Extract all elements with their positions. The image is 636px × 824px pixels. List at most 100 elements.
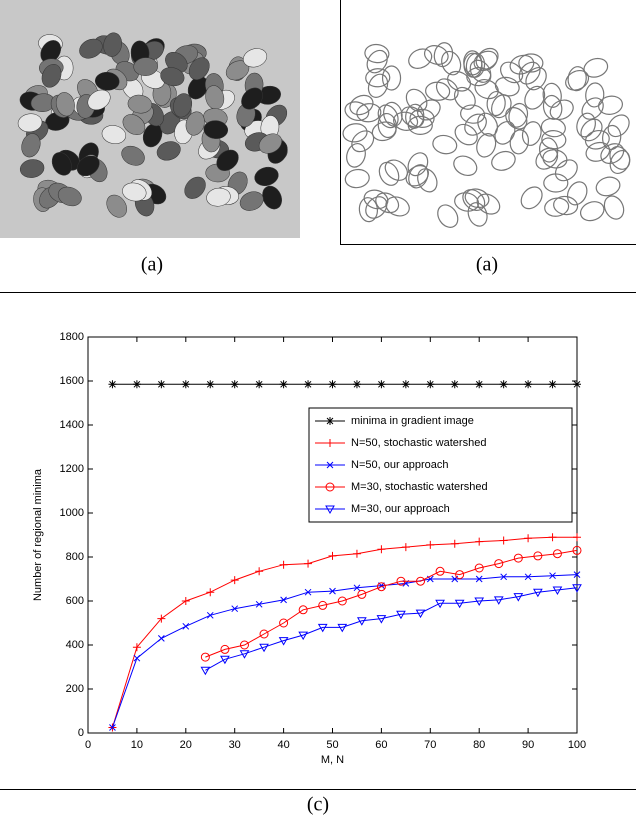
marker <box>352 380 361 389</box>
bean-edge <box>447 70 472 92</box>
marker <box>573 571 581 578</box>
marker <box>416 576 426 586</box>
marker <box>255 567 264 576</box>
bean-edge <box>600 143 625 164</box>
bean-edge <box>539 137 559 163</box>
bean-edge <box>474 78 499 100</box>
marker <box>513 553 523 563</box>
marker <box>304 380 313 389</box>
marker <box>548 533 557 542</box>
bean-edge <box>518 61 541 85</box>
marker <box>426 540 435 549</box>
legend-marker <box>326 461 334 469</box>
bean <box>258 133 282 154</box>
marker <box>415 609 426 619</box>
bean-edge <box>521 121 542 146</box>
marker <box>329 587 336 595</box>
marker <box>573 380 581 389</box>
bean-edge <box>553 195 579 216</box>
bean-edge <box>541 130 567 150</box>
y-tick-label: 400 <box>66 639 84 651</box>
series-line <box>111 536 577 728</box>
marker <box>259 629 269 639</box>
marker <box>157 614 166 623</box>
marker <box>524 534 533 543</box>
bean-edge <box>460 104 486 124</box>
marker <box>573 533 581 542</box>
bean-edge <box>405 103 425 129</box>
bean-edge <box>453 155 478 177</box>
bean-edge <box>378 161 400 186</box>
marker <box>572 545 582 555</box>
photo-beans <box>17 32 288 218</box>
marker <box>493 596 504 605</box>
bean-edge <box>365 68 391 88</box>
marker <box>132 380 141 389</box>
bean-edge <box>509 54 535 75</box>
bean-edge <box>486 90 506 117</box>
marker <box>426 380 435 389</box>
bean <box>17 113 43 133</box>
bean-edge <box>417 168 438 193</box>
bean <box>239 191 264 211</box>
legend-label: M=30, stochastic watershed <box>351 481 488 493</box>
marker <box>317 623 328 633</box>
marker <box>200 652 210 662</box>
gradient-beans <box>342 42 631 228</box>
x-tick-label: 50 <box>326 739 338 751</box>
bean-edge <box>520 186 543 210</box>
bean-edge <box>435 78 459 101</box>
marker <box>279 560 288 569</box>
marker <box>298 605 308 615</box>
x-axis-label: M, N <box>321 754 344 766</box>
x-tick-label: 40 <box>277 739 289 751</box>
bean-edge <box>554 159 578 182</box>
bean-edge <box>540 117 566 138</box>
bean-edge <box>423 45 449 65</box>
bean <box>216 149 239 171</box>
marker <box>401 543 410 552</box>
bean <box>187 76 209 100</box>
y-tick-label: 1400 <box>60 419 84 431</box>
bean <box>133 57 158 76</box>
marker <box>455 570 465 580</box>
bean-edge <box>508 102 529 128</box>
bean <box>121 145 145 166</box>
legend-label: minima in gradient image <box>351 415 474 427</box>
y-tick-label: 200 <box>66 683 84 695</box>
caption: (a) <box>141 254 163 276</box>
bean-edge <box>609 149 631 175</box>
bean-edge <box>566 181 588 206</box>
bean <box>203 120 229 139</box>
x-tick-label: 30 <box>229 739 241 751</box>
bean-edge <box>476 193 501 215</box>
marker <box>377 380 386 389</box>
x-tick-label: 70 <box>424 739 436 751</box>
bean-edge <box>358 197 379 223</box>
marker <box>337 623 348 633</box>
marker <box>533 588 543 598</box>
x-tick-label: 20 <box>180 739 192 751</box>
marker <box>304 588 312 596</box>
bean-edge <box>607 114 630 138</box>
marker <box>206 588 215 597</box>
marker <box>552 549 562 559</box>
bean-edge <box>584 129 610 150</box>
marker <box>513 593 524 602</box>
legend-marker <box>326 439 334 447</box>
bean-edge <box>385 196 410 217</box>
bean <box>188 57 210 80</box>
marker <box>552 586 563 596</box>
bean <box>19 159 45 178</box>
bean-edge <box>476 133 497 158</box>
bean <box>173 93 193 118</box>
bean-edge <box>375 192 400 214</box>
marker <box>454 599 465 609</box>
bean-edge <box>363 189 389 210</box>
bean-edge <box>342 123 368 143</box>
bean-edge <box>365 196 388 219</box>
marker <box>475 380 484 389</box>
x-tick-label: 10 <box>131 739 143 751</box>
caption: (c) <box>307 794 329 816</box>
